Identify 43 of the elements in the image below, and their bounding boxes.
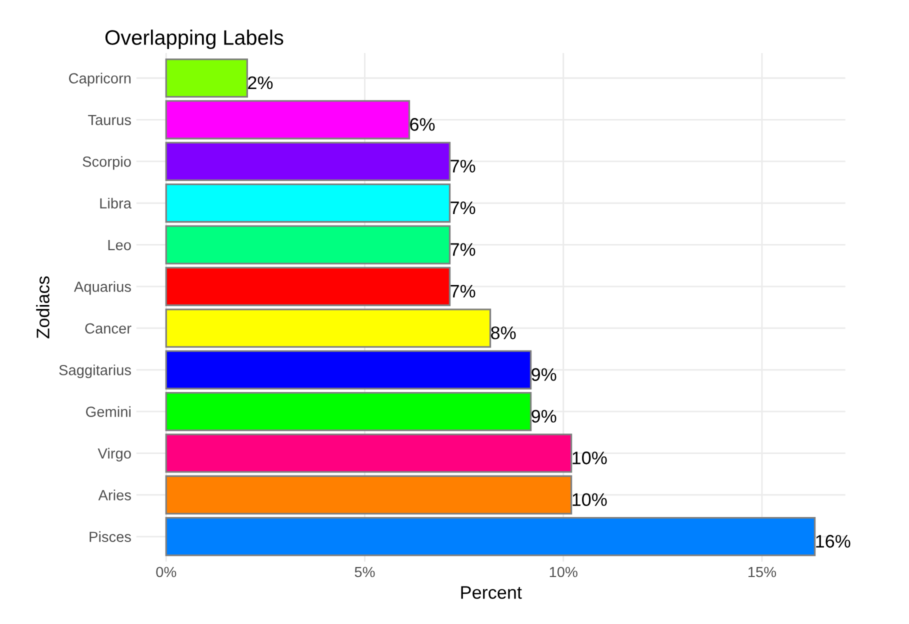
data-label: 2% <box>248 76 273 90</box>
y-tick-label: Gemini <box>86 406 131 417</box>
y-axis-title: Zodiacs <box>36 276 50 338</box>
bar <box>165 434 572 473</box>
y-tick-label: Taurus <box>88 114 131 126</box>
x-tick-label: 0% <box>156 566 176 578</box>
bar <box>165 142 451 182</box>
bar <box>165 184 451 223</box>
bar <box>165 58 248 98</box>
bar <box>165 266 451 306</box>
y-tick-label: Scorpio <box>82 156 131 170</box>
data-label: 7% <box>450 202 476 214</box>
x-tick-label: 15% <box>748 566 776 578</box>
data-label: 10% <box>572 493 607 506</box>
data-label: 9% <box>532 368 556 381</box>
bar <box>165 516 816 556</box>
bar <box>165 100 410 140</box>
bar <box>165 392 532 432</box>
data-label: 6% <box>410 118 435 131</box>
y-tick-label: Aquarius <box>74 281 131 295</box>
y-tick-label: Cancer <box>85 323 132 334</box>
y-tick-label: Pisces <box>90 531 131 542</box>
bar <box>165 350 532 390</box>
bar <box>165 308 492 348</box>
data-label: 7% <box>450 243 476 256</box>
y-tick-label: Libra <box>100 198 132 209</box>
data-label: 10% <box>572 452 607 464</box>
x-tick-label: 5% <box>354 566 375 578</box>
x-axis-title: Percent <box>461 586 522 599</box>
data-label: 7% <box>450 160 476 172</box>
y-tick-label: Aries <box>98 490 131 500</box>
y-tick-label: Saggitarius <box>59 364 131 378</box>
data-label: 16% <box>816 534 850 548</box>
y-tick-label: Virgo <box>98 448 131 462</box>
data-label: 7% <box>450 284 476 298</box>
data-label: 9% <box>532 410 556 423</box>
data-label: 8% <box>491 326 516 340</box>
x-tick-label: 10% <box>550 566 578 578</box>
chart-title: Overlapping Labels <box>105 30 284 50</box>
bar <box>165 225 451 264</box>
bar <box>165 475 572 514</box>
y-tick-label: Capricorn <box>69 72 131 86</box>
y-tick-label: Leo <box>108 240 131 250</box>
